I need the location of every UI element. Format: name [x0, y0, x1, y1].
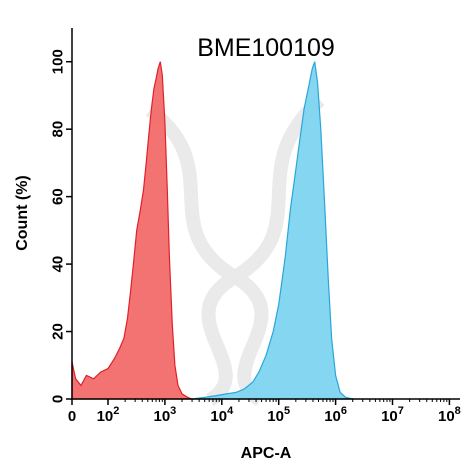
- y-tick-label: 60: [50, 188, 67, 205]
- y-tick-label: 40: [50, 256, 67, 273]
- x-tick-label: 106: [324, 405, 347, 425]
- x-tick-label: 0: [68, 408, 76, 425]
- y-tick-label: 80: [50, 121, 67, 138]
- y-tick-label: 0: [50, 395, 67, 403]
- series-layer: [71, 61, 353, 400]
- x-tick-label: 108: [438, 405, 461, 425]
- y-ticks: 0 20 40 60 80 100: [50, 49, 72, 403]
- y-tick-label: 100: [50, 49, 67, 74]
- y-tick-label: 20: [50, 323, 67, 340]
- watermark: [145, 94, 325, 406]
- y-axis-title: Count (%): [14, 175, 31, 251]
- x-tick-label: 103: [153, 405, 176, 425]
- series-area-2: [191, 61, 353, 400]
- x-tick-label: 102: [97, 405, 120, 425]
- series-area-1: [71, 61, 193, 400]
- x-ticks: 0 102 103 104 105 106 107 108: [68, 399, 461, 425]
- plot-area: 0 20 40 60 80 100 0 102 103 104 105 106 107 108: [50, 28, 461, 425]
- x-tick-label: 104: [210, 405, 234, 425]
- chart-title: BME100109: [197, 34, 335, 62]
- x-tick-label: 107: [381, 405, 404, 425]
- x-tick-label: 105: [267, 405, 290, 425]
- x-axis-title: APC-A: [241, 445, 292, 462]
